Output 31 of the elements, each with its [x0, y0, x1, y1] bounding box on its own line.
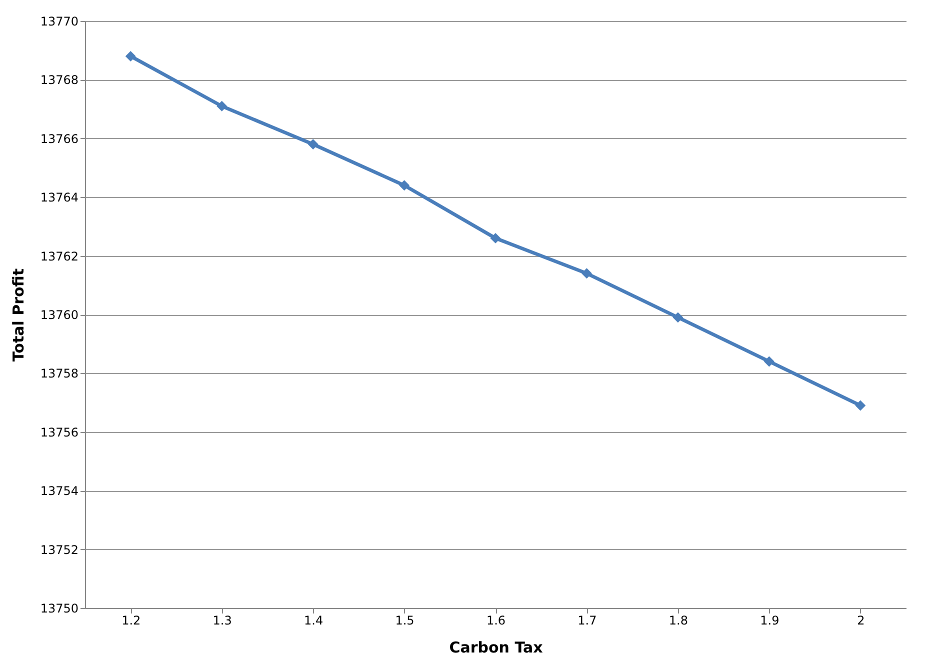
x-tick-label: 1.6 [486, 614, 506, 628]
y-axis-title: Total Profit [9, 268, 28, 362]
x-tick-label: 2 [857, 614, 865, 628]
point [490, 232, 501, 244]
point [764, 356, 774, 367]
point [581, 268, 592, 279]
y-tick-label: 13762 [40, 249, 78, 264]
y-tick-label: 13754 [40, 484, 78, 498]
x-tick-label: 1.8 [668, 614, 688, 628]
x-tick-label: 1.2 [122, 614, 141, 628]
point [216, 100, 228, 112]
y-tick-label: 13764 [40, 190, 78, 205]
x-tick-label: 1.9 [760, 614, 780, 628]
x-tick-label: 1.5 [395, 614, 414, 628]
x-tick-label: 1.4 [304, 614, 324, 628]
x-tick-label: 1.7 [578, 614, 597, 628]
point [855, 400, 866, 411]
y-tick-label: 13760 [40, 308, 78, 322]
y-tick-label: 13752 [40, 542, 78, 557]
x-axis-title: Carbon Tax [449, 638, 544, 656]
y-tick-label: 13768 [40, 73, 78, 88]
point [308, 139, 318, 150]
y-tick-label: 13758 [40, 366, 78, 381]
y-tick-label: 13770 [40, 14, 78, 28]
point [672, 312, 684, 323]
y-tick-label: 13766 [40, 132, 78, 146]
x-tick-label: 1.3 [212, 614, 232, 628]
point [125, 50, 136, 62]
y-tick-label: 13750 [40, 602, 78, 616]
y-tick-label: 13756 [40, 425, 78, 440]
point [399, 180, 410, 191]
